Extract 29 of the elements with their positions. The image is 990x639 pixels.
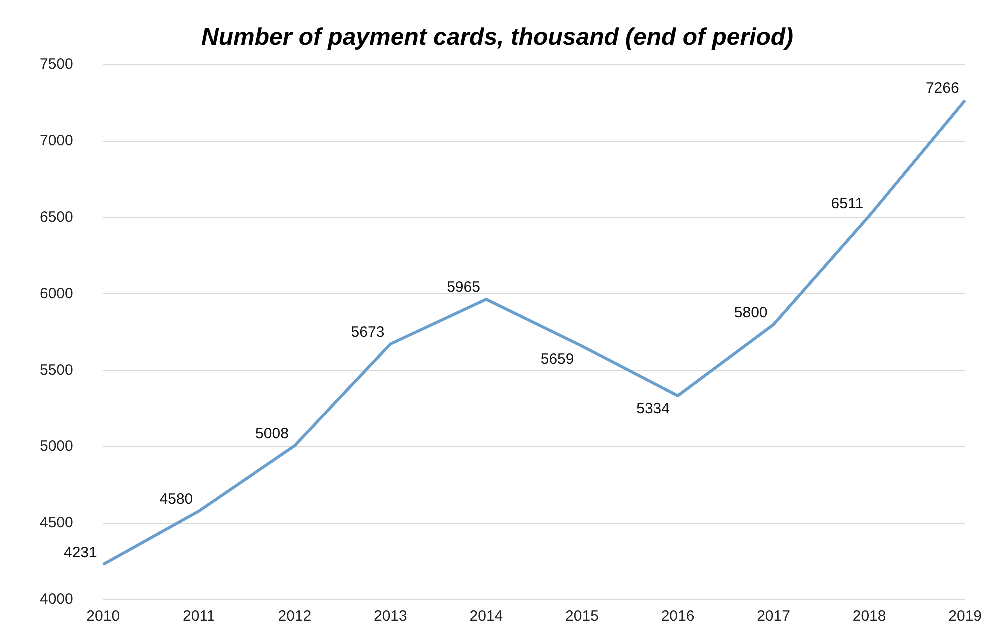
data-label: 7266 <box>926 80 960 98</box>
data-label: 5800 <box>734 304 768 322</box>
y-tick-label: 6500 <box>40 208 74 226</box>
x-tick-label: 2018 <box>852 608 886 626</box>
y-tick-label: 7500 <box>40 56 74 73</box>
y-tick-label: 5000 <box>40 438 74 456</box>
data-label: 5008 <box>256 426 289 443</box>
x-tick-label: 2015 <box>566 608 599 626</box>
y-tick-label: 6000 <box>40 285 74 302</box>
x-tick-label: 2014 <box>470 608 504 626</box>
x-tick-label: 2017 <box>757 608 790 626</box>
x-tick-label: 2019 <box>948 608 982 626</box>
data-label: 4580 <box>160 490 194 508</box>
x-tick-label: 2016 <box>661 608 695 626</box>
data-label: 6511 <box>831 196 864 213</box>
data-label: 5334 <box>636 400 670 418</box>
data-label: 5659 <box>540 350 574 368</box>
y-tick-label: 5500 <box>40 362 74 379</box>
y-tick-label: 7000 <box>40 132 74 150</box>
data-label: 4231 <box>64 544 98 562</box>
x-tick-label: 2012 <box>278 608 312 626</box>
x-tick-label: 2010 <box>86 608 120 626</box>
x-tick-label: 2013 <box>374 608 408 626</box>
x-tick-label: 2011 <box>183 608 216 626</box>
y-tick-label: 4000 <box>40 591 74 608</box>
chart-title: Number of payment cards, thousand (end of period) <box>201 24 794 52</box>
data-label: 5673 <box>351 324 385 341</box>
data-label: 5965 <box>447 279 480 296</box>
y-tick-label: 4500 <box>40 514 74 532</box>
